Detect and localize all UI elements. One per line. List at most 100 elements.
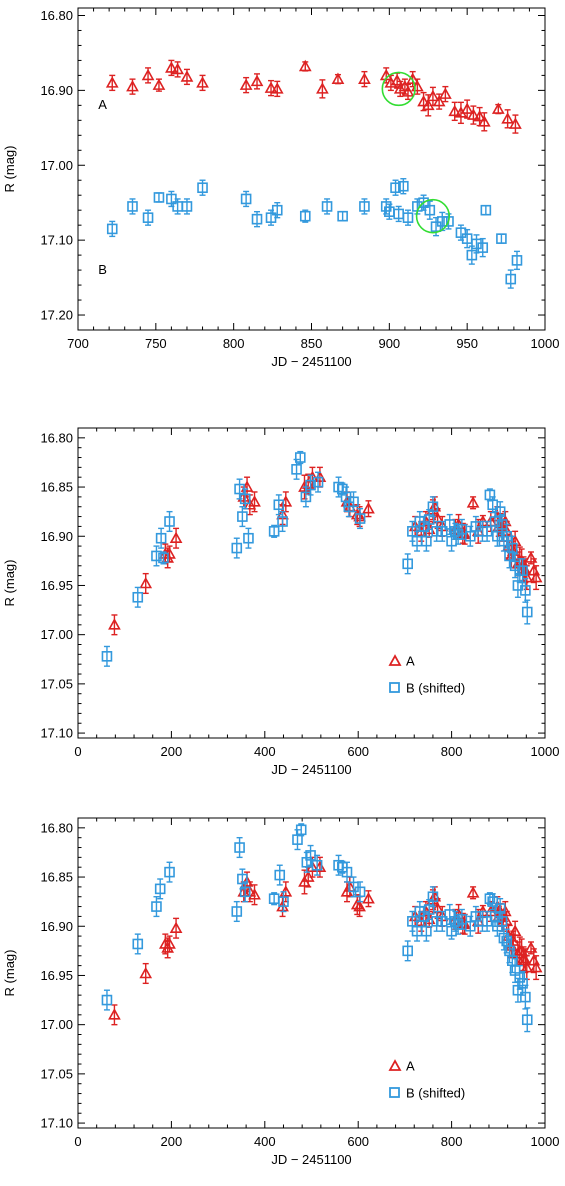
data-point-square — [520, 991, 531, 1003]
data-point-square — [239, 886, 251, 898]
data-point-square — [494, 903, 506, 914]
y-tick-label: 16.90 — [40, 529, 73, 544]
data-point-triangle — [501, 112, 514, 124]
data-point-triangle — [298, 59, 312, 72]
data-point-square — [507, 542, 518, 554]
data-point-triangle — [331, 72, 345, 84]
data-point-square — [142, 212, 154, 223]
data-point-square — [300, 491, 312, 503]
x-tick-label: 750 — [145, 336, 167, 351]
series-b-shifted — [101, 823, 533, 1033]
legend-entry-label: A — [406, 1059, 415, 1074]
data-point-square — [231, 906, 243, 917]
image-label-b: B — [98, 262, 107, 277]
data-point-square — [271, 204, 283, 216]
data-point-square — [507, 955, 518, 966]
data-point-triangle — [248, 495, 261, 507]
data-point-square — [484, 489, 496, 501]
y-tick-label: 17.20 — [40, 308, 73, 323]
y-tick-label: 16.80 — [40, 8, 73, 23]
legend: A B (shifted) — [388, 654, 465, 696]
data-point-square — [164, 516, 175, 527]
data-point-square — [337, 210, 348, 222]
data-point-square — [354, 886, 366, 898]
data-point-triangle — [509, 117, 522, 129]
data-point-triangle — [520, 570, 534, 583]
data-point-square — [402, 945, 414, 957]
highlight-circle — [381, 71, 416, 107]
data-point-square — [359, 201, 370, 212]
data-point-triangle — [401, 85, 415, 97]
highlight-circle — [415, 198, 451, 234]
data-point-square — [101, 651, 113, 662]
y-tick-label: 17.10 — [40, 233, 73, 248]
x-tick-label: 200 — [161, 1134, 183, 1149]
data-point-square — [273, 499, 285, 511]
data-point-triangle — [362, 502, 375, 514]
x-tick-label: 200 — [161, 744, 183, 759]
data-point-square — [321, 201, 333, 212]
data-point-square — [456, 914, 468, 925]
x-tick-label: 0 — [74, 744, 81, 759]
data-point-square — [181, 201, 193, 212]
x-tick-label: 800 — [441, 744, 463, 759]
data-point-triangle — [448, 104, 462, 117]
data-point-square — [444, 519, 456, 530]
data-point-square — [305, 479, 316, 491]
data-point-triangle — [431, 511, 444, 524]
data-point-triangle — [529, 960, 543, 973]
data-point-square — [240, 193, 252, 205]
data-point-triangle — [248, 888, 261, 900]
data-point-square — [154, 883, 166, 895]
x-tick-label: 400 — [254, 1134, 276, 1149]
data-point-square — [477, 242, 489, 253]
data-point-triangle — [467, 108, 480, 120]
data-point-triangle — [152, 78, 166, 90]
data-point-square — [158, 552, 169, 564]
data-point-triangle — [105, 76, 119, 88]
data-point-triangle — [243, 498, 257, 510]
data-point-square — [424, 204, 436, 216]
data-point-triangle — [439, 87, 452, 99]
data-point-triangle — [264, 81, 278, 93]
data-point-square — [106, 223, 118, 235]
data-point-square — [480, 204, 492, 216]
data-point-triangle — [108, 1008, 121, 1020]
series-a — [108, 466, 543, 636]
data-point-triangle — [358, 72, 371, 84]
data-point-triangle — [473, 109, 486, 122]
y-tick-label: 16.80 — [40, 820, 73, 835]
x-tick-label: 700 — [67, 336, 89, 351]
data-point-square — [402, 212, 414, 223]
x-axis-label: JD − 2451100 — [271, 1152, 351, 1167]
data-point-square — [390, 182, 401, 194]
y-tick-label: 16.85 — [40, 870, 73, 885]
legend-marker-triangle — [388, 1059, 402, 1071]
x-tick-label: 1000 — [531, 1134, 560, 1149]
y-axis-label: R (mag) — [2, 950, 17, 997]
data-point-square — [521, 606, 533, 618]
data-point-triangle — [529, 570, 543, 583]
y-tick-label: 16.95 — [40, 968, 73, 983]
data-point-square — [427, 501, 439, 513]
data-point-square — [504, 945, 515, 957]
data-point-square — [132, 591, 144, 603]
data-point-square — [231, 542, 243, 554]
data-point-square — [153, 192, 165, 203]
data-point-triangle — [432, 94, 446, 107]
y-tick-label: 17.05 — [40, 1066, 73, 1081]
legend-entry-label: B (shifted) — [406, 1086, 465, 1101]
data-point-square — [444, 909, 456, 920]
data-point-square — [511, 255, 523, 266]
data-point-triangle — [169, 921, 183, 934]
data-point-triangle — [508, 924, 522, 936]
x-tick-label: 600 — [347, 1134, 369, 1149]
data-point-square — [237, 511, 248, 522]
y-tick-label: 17.00 — [40, 158, 73, 173]
plot-frame — [77, 7, 546, 331]
data-point-square — [239, 493, 251, 505]
legend-entry-label: B (shifted) — [406, 681, 465, 696]
data-point-triangle — [524, 551, 538, 563]
data-point-square — [341, 866, 353, 878]
